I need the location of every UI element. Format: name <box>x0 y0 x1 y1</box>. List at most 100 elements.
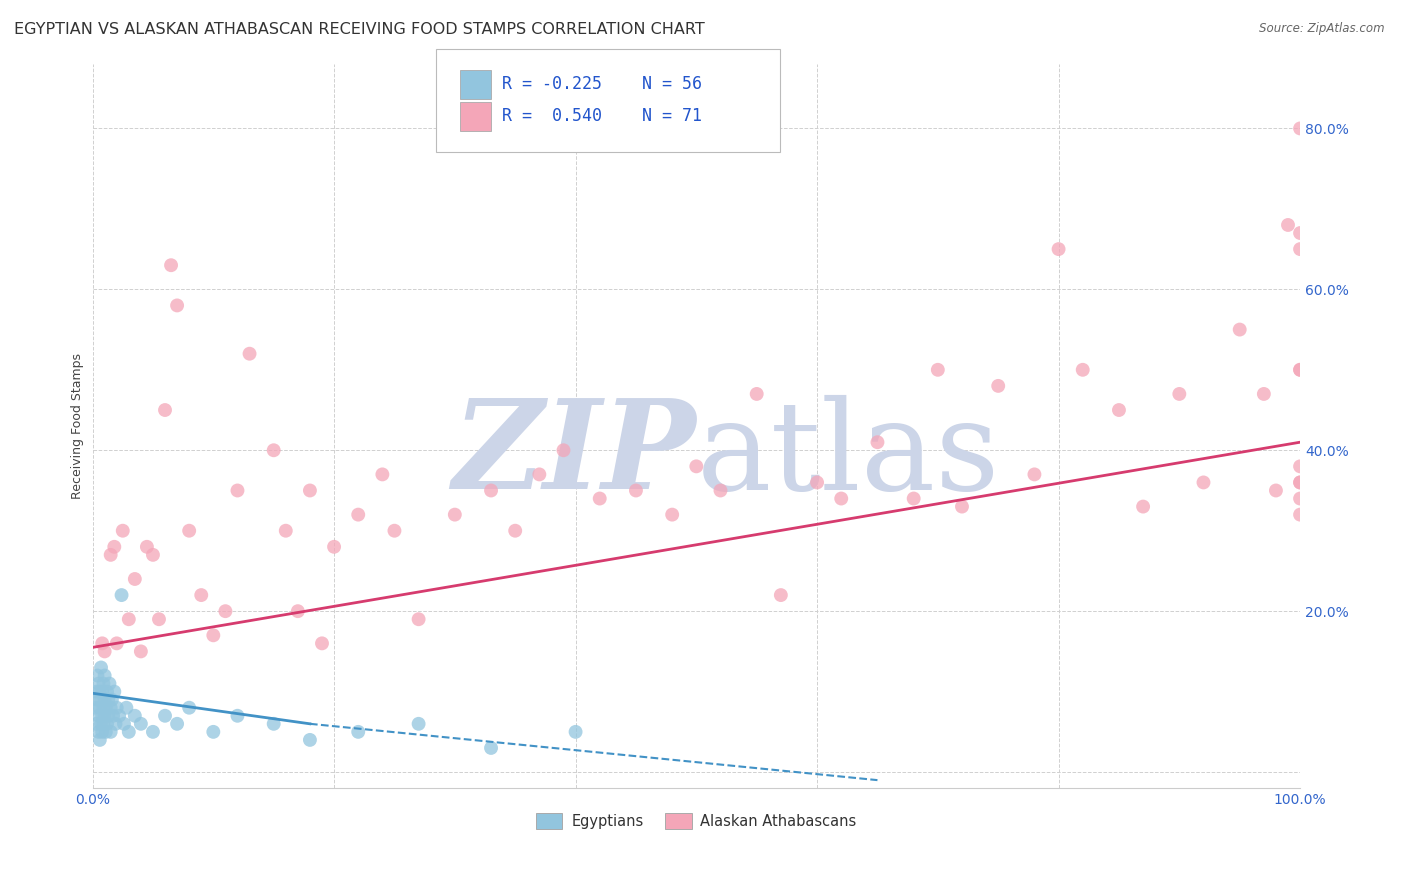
Point <box>105 636 128 650</box>
Point <box>1192 475 1215 490</box>
Point <box>118 724 141 739</box>
Point <box>104 716 127 731</box>
Point <box>100 724 122 739</box>
Text: atlas: atlas <box>696 394 1000 516</box>
Point <box>91 636 114 650</box>
Point <box>443 508 465 522</box>
Point <box>347 724 370 739</box>
Point <box>160 258 183 272</box>
Point <box>529 467 551 482</box>
Point <box>311 636 333 650</box>
Point <box>1277 218 1299 232</box>
Point <box>97 692 120 706</box>
Text: EGYPTIAN VS ALASKAN ATHABASCAN RECEIVING FOOD STAMPS CORRELATION CHART: EGYPTIAN VS ALASKAN ATHABASCAN RECEIVING… <box>14 22 704 37</box>
Point <box>1289 491 1312 506</box>
Point <box>384 524 406 538</box>
Point <box>263 716 285 731</box>
Point <box>110 588 132 602</box>
Point <box>1289 475 1312 490</box>
Point <box>98 676 121 690</box>
Point <box>589 491 612 506</box>
Point <box>91 724 114 739</box>
Point <box>96 716 118 731</box>
Point <box>1047 242 1070 256</box>
Point <box>323 540 346 554</box>
Point <box>89 700 111 714</box>
Point <box>108 708 131 723</box>
Point <box>1168 387 1191 401</box>
Point <box>745 387 768 401</box>
Point <box>1108 403 1130 417</box>
Point <box>93 716 115 731</box>
Text: ZIP: ZIP <box>453 394 696 516</box>
Point <box>112 716 135 731</box>
Point <box>830 491 852 506</box>
Point <box>709 483 731 498</box>
Point <box>84 700 107 714</box>
Point <box>479 741 502 756</box>
Point <box>298 483 321 498</box>
Point <box>214 604 236 618</box>
Point <box>1264 483 1286 498</box>
Point <box>1289 363 1312 377</box>
Point <box>503 524 526 538</box>
Point <box>101 692 124 706</box>
Point <box>1229 322 1251 336</box>
Text: R =  0.540    N = 71: R = 0.540 N = 71 <box>502 107 702 126</box>
Point <box>124 708 146 723</box>
Point <box>111 524 134 538</box>
Point <box>927 363 949 377</box>
Point <box>93 676 115 690</box>
Point <box>1024 467 1046 482</box>
Point <box>100 548 122 562</box>
Point <box>148 612 170 626</box>
Point <box>903 491 925 506</box>
Point <box>1289 363 1312 377</box>
Point <box>93 692 115 706</box>
Point <box>1289 121 1312 136</box>
Point <box>118 612 141 626</box>
Point <box>479 483 502 498</box>
Point <box>1289 459 1312 474</box>
Point <box>685 459 707 474</box>
Point <box>86 692 108 706</box>
Point <box>93 644 115 658</box>
Point <box>94 700 117 714</box>
Point <box>166 716 188 731</box>
Point <box>93 708 115 723</box>
Point <box>769 588 792 602</box>
Point <box>90 716 112 731</box>
Point <box>661 508 683 522</box>
Point <box>190 588 212 602</box>
Point <box>806 475 828 490</box>
Point <box>103 540 125 554</box>
Point <box>950 500 973 514</box>
Point <box>100 700 122 714</box>
Point <box>129 644 152 658</box>
Point <box>1289 226 1312 240</box>
Point <box>408 716 430 731</box>
Point <box>226 708 249 723</box>
Point <box>987 379 1010 393</box>
Point <box>91 708 114 723</box>
Point <box>87 676 110 690</box>
Point <box>91 684 114 698</box>
Point <box>142 548 165 562</box>
Point <box>87 708 110 723</box>
Point <box>1289 508 1312 522</box>
Point <box>90 660 112 674</box>
Point <box>97 708 120 723</box>
Point <box>263 443 285 458</box>
Point <box>202 724 225 739</box>
Point <box>86 668 108 682</box>
Point <box>553 443 575 458</box>
Point <box>287 604 309 618</box>
Text: Source: ZipAtlas.com: Source: ZipAtlas.com <box>1260 22 1385 36</box>
Point <box>1253 387 1275 401</box>
Point <box>87 724 110 739</box>
Point <box>274 524 297 538</box>
Point <box>103 684 125 698</box>
Point <box>93 700 115 714</box>
Point <box>408 612 430 626</box>
Point <box>142 724 165 739</box>
